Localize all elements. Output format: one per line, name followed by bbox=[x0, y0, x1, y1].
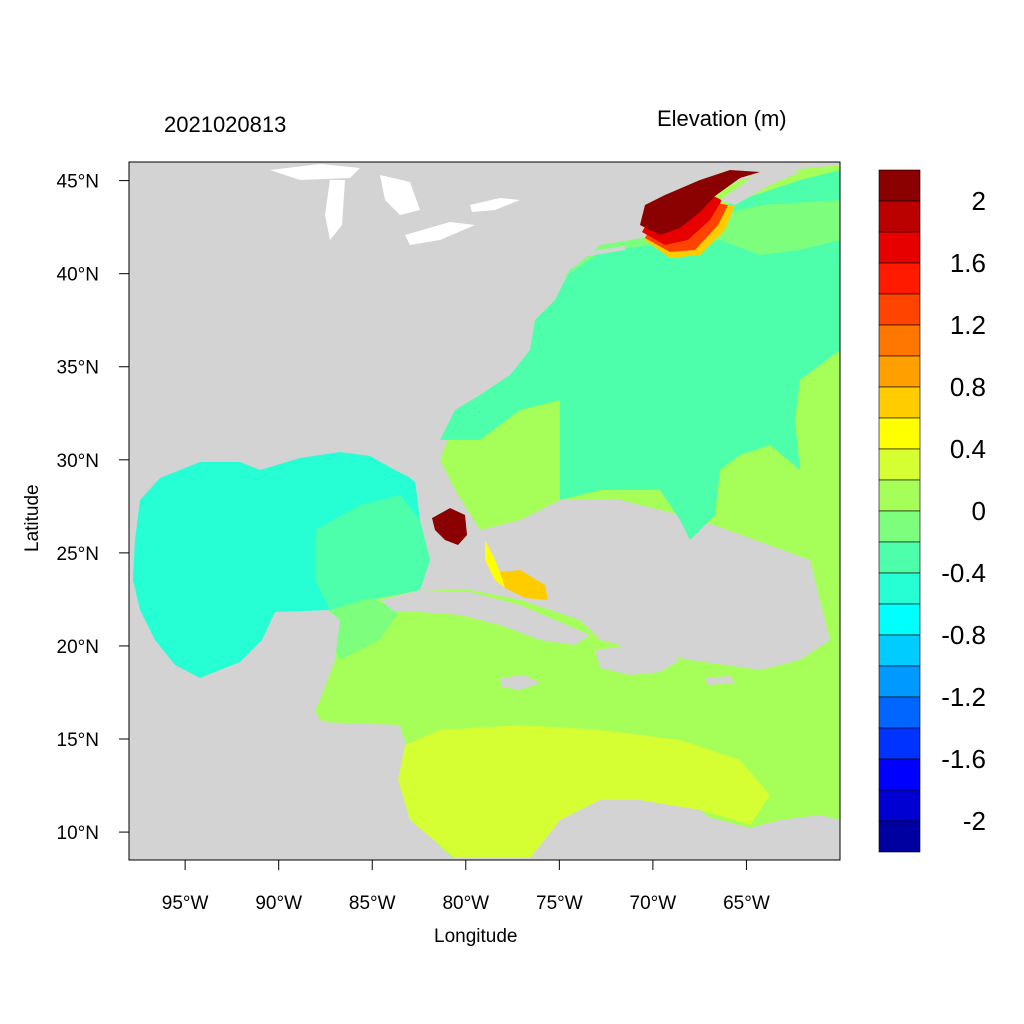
colorbar-swatch bbox=[878, 386, 921, 419]
hispaniola bbox=[595, 645, 680, 675]
colorbar-label: -1.2 bbox=[941, 682, 986, 712]
y-tick-label: 30°N bbox=[57, 451, 99, 472]
lake-superior bbox=[270, 164, 360, 180]
y-tick-label: 45°N bbox=[57, 172, 99, 193]
colorbar-swatch bbox=[878, 169, 921, 202]
y-tick-label: 10°N bbox=[57, 823, 99, 844]
colorbar-swatch bbox=[878, 789, 921, 822]
y-tick-label: 15°N bbox=[57, 730, 99, 751]
colorbar-swatch bbox=[878, 231, 921, 264]
x-tick-label: 75°W bbox=[536, 893, 583, 914]
x-tick-label: 90°W bbox=[255, 893, 302, 914]
yucatan-channel bbox=[330, 598, 400, 660]
great-bahama-bank bbox=[500, 570, 548, 600]
y-tick-label: 20°N bbox=[57, 637, 99, 658]
puerto-rico bbox=[705, 676, 735, 685]
south-america bbox=[530, 802, 840, 860]
cuba bbox=[380, 590, 590, 645]
jamaica bbox=[500, 675, 540, 690]
colorbar-swatch bbox=[878, 758, 921, 791]
bahama-bank-outer bbox=[485, 540, 505, 588]
colorbar-swatch bbox=[878, 696, 921, 729]
x-tick-label: 80°W bbox=[442, 893, 489, 914]
x-tick-label: 70°W bbox=[630, 893, 677, 914]
colorbar-swatch bbox=[878, 324, 921, 357]
colorbar-swatch bbox=[878, 820, 921, 853]
date-label: 2021020813 bbox=[164, 112, 287, 137]
central-america bbox=[129, 700, 455, 860]
colorbar-swatch bbox=[878, 603, 921, 636]
florida-bay-surge bbox=[432, 508, 467, 545]
colorbar-label: -0.4 bbox=[941, 558, 986, 588]
colorbar-swatch bbox=[878, 355, 921, 388]
lake-ontario bbox=[470, 198, 520, 212]
colorbar-label: 0 bbox=[971, 496, 986, 526]
eastern-gulf bbox=[315, 495, 430, 610]
colorbar-label: -2 bbox=[962, 806, 986, 836]
colorbar-label: 1.2 bbox=[949, 310, 986, 340]
nova-scotia bbox=[720, 168, 800, 205]
plot-frame bbox=[128, 161, 841, 861]
y-tick-label: 35°N bbox=[57, 358, 99, 379]
colorbar-swatch bbox=[878, 448, 921, 481]
western-atlantic-band bbox=[440, 170, 840, 540]
colorbar-swatch bbox=[878, 665, 921, 698]
colorbar-swatch bbox=[878, 634, 921, 667]
field-label: Elevation (m) bbox=[657, 106, 787, 131]
lake-michigan bbox=[325, 180, 345, 240]
y-tick-label: 40°N bbox=[57, 265, 99, 286]
colorbar-swatch bbox=[878, 293, 921, 326]
colorbar-label: 0.4 bbox=[949, 434, 986, 464]
x-tick-label: 95°W bbox=[162, 893, 209, 914]
colorbar-swatch bbox=[878, 262, 921, 295]
long-island bbox=[585, 246, 625, 256]
map-area bbox=[129, 162, 840, 860]
x-tick-label: 65°W bbox=[723, 893, 770, 914]
colorbar-label: -0.8 bbox=[941, 620, 986, 650]
y-axis: 45°N 40°N 35°N 30°N 25°N 20°N 15°N 10°N bbox=[57, 172, 129, 844]
colorbar-label: 1.6 bbox=[949, 248, 986, 278]
x-axis-label: Longitude bbox=[434, 926, 518, 947]
yucatan-peninsula bbox=[230, 612, 340, 720]
colorbar-swatch bbox=[878, 479, 921, 512]
lake-huron bbox=[380, 175, 420, 215]
colorbar-label: 0.8 bbox=[949, 372, 986, 402]
colorbar-swatch bbox=[878, 510, 921, 543]
x-tick-label: 85°W bbox=[349, 893, 396, 914]
southern-caribbean bbox=[398, 725, 770, 858]
x-axis: 95°W 90°W 85°W 80°W 75°W 70°W 65°W bbox=[162, 860, 770, 914]
colorbar-swatch bbox=[878, 572, 921, 605]
colorbar-label: -1.6 bbox=[941, 744, 986, 774]
colorbar-swatch bbox=[878, 417, 921, 450]
y-tick-label: 25°N bbox=[57, 544, 99, 565]
florida-peninsula bbox=[400, 458, 455, 518]
colorbar bbox=[878, 169, 921, 853]
lake-erie bbox=[405, 222, 475, 245]
colorbar-swatch bbox=[878, 200, 921, 233]
colorbar-swatch bbox=[878, 541, 921, 574]
gulf-of-maine-core bbox=[640, 170, 760, 235]
colorbar-swatch bbox=[878, 727, 921, 760]
colorbar-label: 2 bbox=[971, 186, 986, 216]
